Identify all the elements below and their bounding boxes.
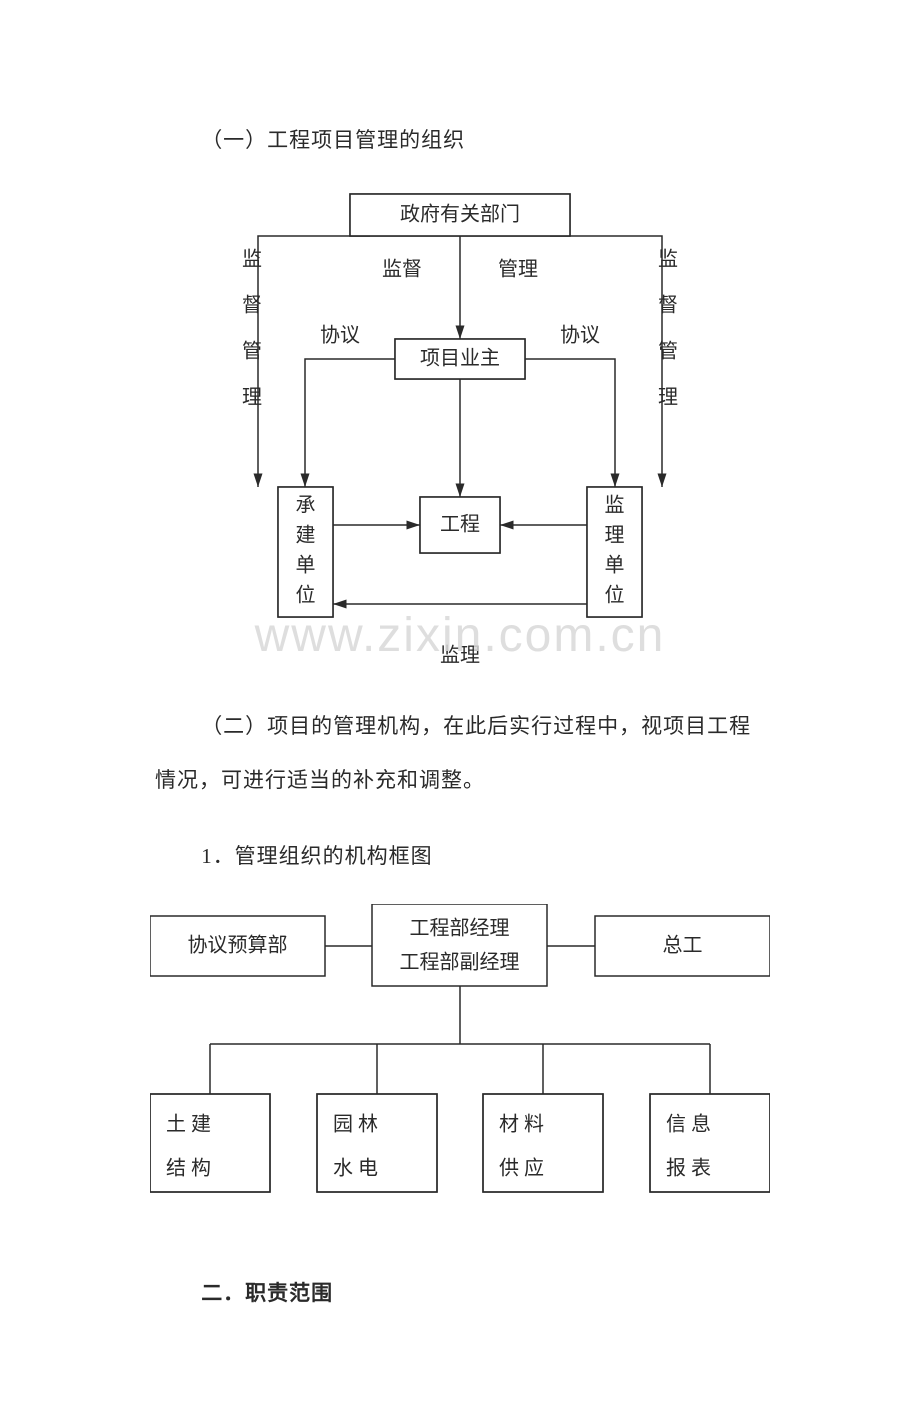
svg-text:督: 督 (242, 293, 262, 316)
svg-text:工程: 工程 (440, 512, 480, 535)
svg-text:工程部副经理: 工程部副经理 (400, 951, 520, 974)
svg-text:信 息: 信 息 (666, 1113, 711, 1136)
heading-4: 二．职责范围 (0, 1266, 920, 1321)
page: （一）工程项目管理的组织 政府有关部门项目业主工程承建单位监理单位监督管理监督管… (0, 0, 920, 1402)
svg-text:监: 监 (605, 493, 625, 516)
svg-text:督: 督 (658, 293, 678, 316)
svg-text:报 表: 报 表 (666, 1157, 711, 1180)
svg-text:监: 监 (658, 247, 678, 270)
svg-text:水 电: 水 电 (333, 1157, 378, 1180)
svg-text:监: 监 (242, 247, 262, 270)
svg-text:单: 单 (605, 553, 625, 576)
svg-text:政府有关部门: 政府有关部门 (400, 202, 520, 225)
heading-2-para: （二）项目的管理机构，在此后实行过程中，视项目工程情况，可进行适当的补充和调整。 (0, 699, 920, 808)
svg-text:供 应: 供 应 (499, 1157, 544, 1180)
svg-text:材 料: 材 料 (499, 1113, 544, 1136)
svg-text:协议预算部: 协议预算部 (188, 934, 288, 957)
svg-text:位: 位 (605, 583, 625, 606)
svg-text:理: 理 (242, 386, 262, 408)
svg-text:协议: 协议 (320, 323, 360, 346)
svg-text:管理: 管理 (498, 257, 538, 280)
svg-text:总工: 总工 (663, 934, 703, 957)
svg-text:建: 建 (296, 523, 316, 546)
diagram-org-flowchart: 政府有关部门项目业主工程承建单位监理单位监督管理监督管理监督管理协议协议监理 (210, 189, 710, 669)
heading-1: （一）工程项目管理的组织 (0, 113, 920, 168)
svg-text:承: 承 (296, 493, 316, 516)
svg-text:监理: 监理 (440, 643, 480, 666)
svg-text:理: 理 (658, 386, 678, 408)
svg-text:工程部经理: 工程部经理 (410, 917, 510, 940)
svg-text:位: 位 (296, 583, 316, 606)
svg-text:项目业主: 项目业主 (420, 346, 500, 369)
svg-text:土 建: 土 建 (166, 1113, 211, 1136)
diagram-mgmt-tree: 协议预算部 总工 工程部经理工程部副经理土 建结 构 园 林水 电 材 料供 应 信 息报… (150, 904, 770, 1224)
svg-text:管: 管 (242, 339, 262, 362)
svg-text:协议: 协议 (560, 323, 600, 346)
svg-text:园 林: 园 林 (333, 1113, 378, 1136)
svg-text:结 构: 结 构 (166, 1157, 211, 1180)
svg-text:单: 单 (296, 553, 316, 576)
svg-text:管: 管 (658, 339, 678, 362)
svg-text:监督: 监督 (382, 257, 422, 280)
heading-3: 1．管理组织的机构框图 (0, 829, 920, 884)
svg-text:理: 理 (605, 524, 625, 546)
